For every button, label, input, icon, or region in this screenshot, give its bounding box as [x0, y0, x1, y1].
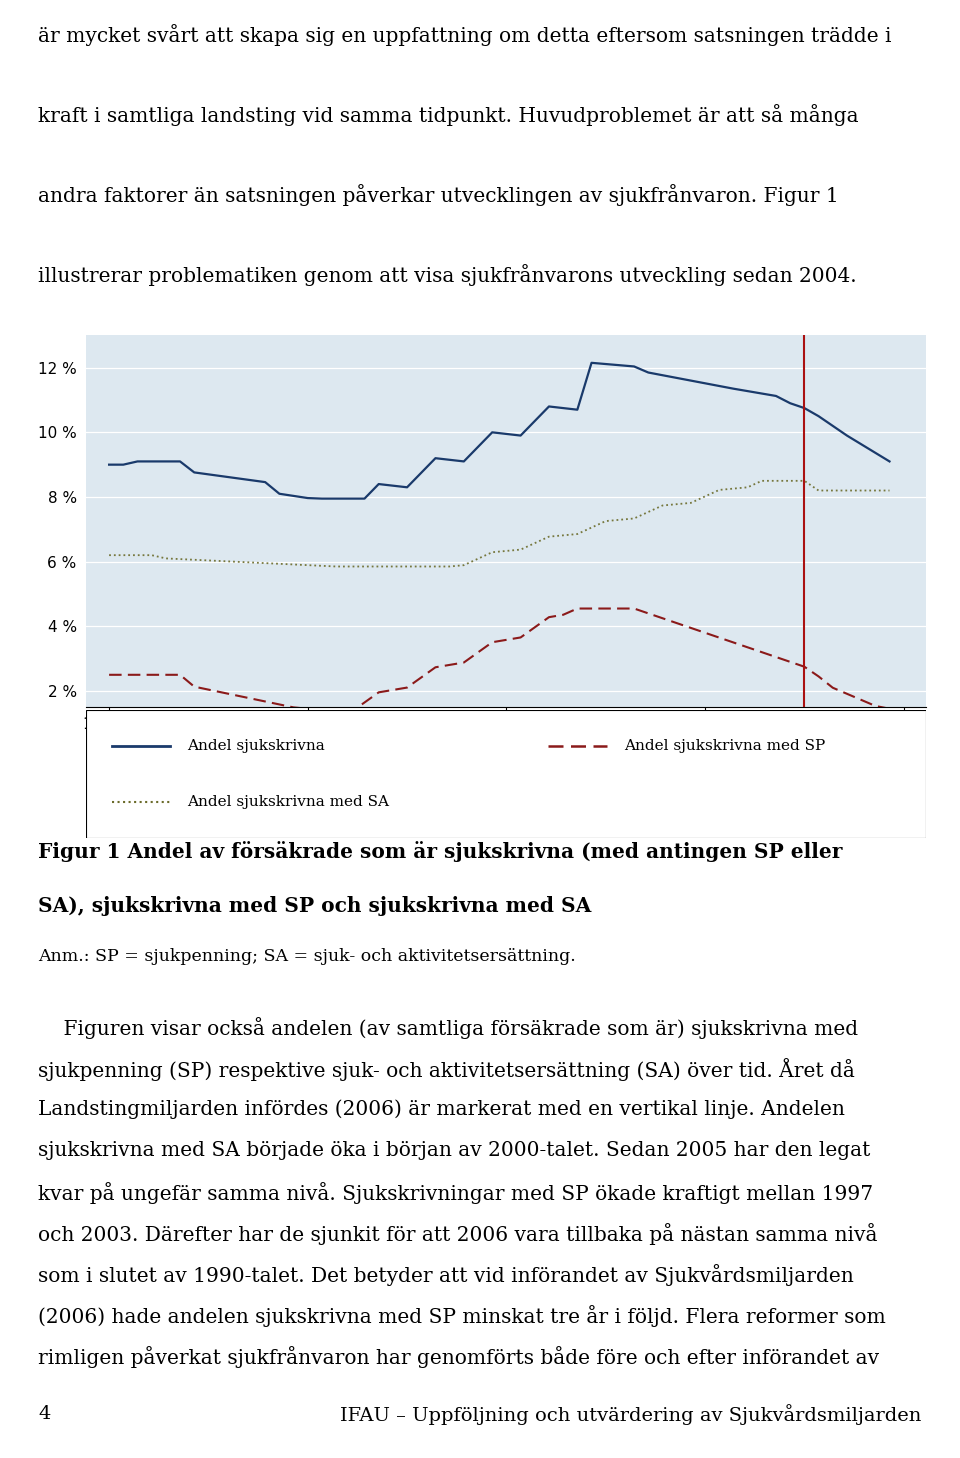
Andel sjukskrivna [558, 399, 569, 417]
Andel sjukskrivna med SP [104, 666, 115, 684]
Andel sjukskrivna [104, 456, 115, 474]
Text: SA), sjukskrivna med SP och sjukskrivna med SA: SA), sjukskrivna med SP och sjukskrivna … [38, 895, 591, 916]
Andel sjukskrivna med SA [104, 547, 115, 564]
Andel sjukskrivna med SA [444, 558, 455, 576]
Andel sjukskrivna med SA [799, 472, 810, 490]
Andel sjukskrivna [330, 490, 342, 507]
Text: andra faktorer än satsningen påverkar utvecklingen av sjukfrånvaron. Figur 1: andra faktorer än satsningen påverkar ut… [38, 184, 839, 206]
Andel sjukskrivna med SP [345, 704, 356, 722]
Andel sjukskrivna med SA [387, 558, 398, 576]
Andel sjukskrivna [401, 478, 413, 496]
Andel sjukskrivna med SA [558, 526, 569, 544]
Line: Andel sjukskrivna med SP: Andel sjukskrivna med SP [109, 608, 890, 713]
Andel sjukskrivna med SP [728, 634, 739, 652]
Andel sjukskrivna med SP [401, 679, 413, 697]
Andel sjukskrivna med SP [884, 700, 896, 717]
Andel sjukskrivna med SP [558, 607, 569, 624]
Text: Landstingmiljarden infördes (2006) är markerat med en vertikal linje. Andelen: Landstingmiljarden infördes (2006) är ma… [38, 1099, 845, 1118]
Text: sjukskrivna med SA började öka i början av 2000-talet. Sedan 2005 har den legat: sjukskrivna med SA började öka i början … [38, 1140, 871, 1159]
Andel sjukskrivna [614, 357, 626, 375]
Andel sjukskrivna med SP [117, 666, 129, 684]
Text: 4: 4 [38, 1406, 51, 1423]
Text: sjukpenning (SP) respektive sjuk- och aktivitetsersättning (SA) över tid. Året d: sjukpenning (SP) respektive sjuk- och ak… [38, 1059, 855, 1082]
Andel sjukskrivna med SA [117, 547, 129, 564]
Line: Andel sjukskrivna: Andel sjukskrivna [109, 363, 890, 499]
Text: (2006) hade andelen sjukskrivna med SP minskat tre år i följd. Flera reformer so: (2006) hade andelen sjukskrivna med SP m… [38, 1305, 886, 1327]
Andel sjukskrivna [728, 381, 739, 398]
Text: illustrerar problematiken genom att visa sjukfrånvarons utveckling sedan 2004.: illustrerar problematiken genom att visa… [38, 264, 857, 286]
Andel sjukskrivna [586, 354, 597, 372]
Andel sjukskrivna med SP [586, 599, 597, 617]
Andel sjukskrivna med SP [642, 605, 654, 623]
Text: Andel sjukskrivna: Andel sjukskrivna [187, 739, 324, 752]
Text: kvar på ungefär samma nivå. Sjukskrivningar med SP ökade kraftigt mellan 1997: kvar på ungefär samma nivå. Sjukskrivnin… [38, 1181, 874, 1204]
Text: kraft i samtliga landsting vid samma tidpunkt. Huvudproblemet är att så många: kraft i samtliga landsting vid samma tid… [38, 104, 859, 125]
Andel sjukskrivna med SA [629, 510, 640, 528]
Text: rimligen påverkat sjukfrånvaron har genomförts både före och efter införandet av: rimligen påverkat sjukfrånvaron har geno… [38, 1347, 879, 1369]
Andel sjukskrivna [642, 364, 654, 382]
Text: Figuren visar också andelen (av samtliga försäkrade som är) sjukskrivna med: Figuren visar också andelen (av samtliga… [38, 1018, 858, 1040]
Andel sjukskrivna [884, 452, 896, 469]
Andel sjukskrivna med SA [713, 481, 725, 499]
Andel sjukskrivna med SA [884, 481, 896, 499]
Text: IFAU – Uppföljning och utvärdering av Sjukvårdsmiljarden: IFAU – Uppföljning och utvärdering av Sj… [340, 1404, 922, 1424]
Text: Andel sjukskrivna med SP: Andel sjukskrivna med SP [624, 739, 826, 752]
Text: Andel sjukskrivna med SA: Andel sjukskrivna med SA [187, 796, 389, 809]
Text: Anm.: SP = sjukpenning; SA = sjuk- och aktivitetsersättning.: Anm.: SP = sjukpenning; SA = sjuk- och a… [38, 948, 576, 965]
Andel sjukskrivna med SP [614, 599, 626, 617]
Andel sjukskrivna med SA [600, 512, 612, 529]
Text: Figur 1 Andel av försäkrade som är sjukskrivna (med antingen SP eller: Figur 1 Andel av försäkrade som är sjuks… [38, 841, 843, 862]
Text: är mycket svårt att skapa sig en uppfattning om detta eftersom satsningen trädde: är mycket svårt att skapa sig en uppfatt… [38, 23, 892, 47]
Text: och 2003. Därefter har de sjunkit för att 2006 vara tillbaka på nästan samma niv: och 2003. Därefter har de sjunkit för at… [38, 1223, 877, 1245]
Line: Andel sjukskrivna med SA: Andel sjukskrivna med SA [109, 481, 890, 567]
Andel sjukskrivna [117, 456, 129, 474]
Text: som i slutet av 1990-talet. Det betyder att vid införandet av Sjukvårdsmiljarden: som i slutet av 1990-talet. Det betyder … [38, 1264, 854, 1286]
X-axis label: År och kvartal: År och kvartal [448, 741, 564, 758]
